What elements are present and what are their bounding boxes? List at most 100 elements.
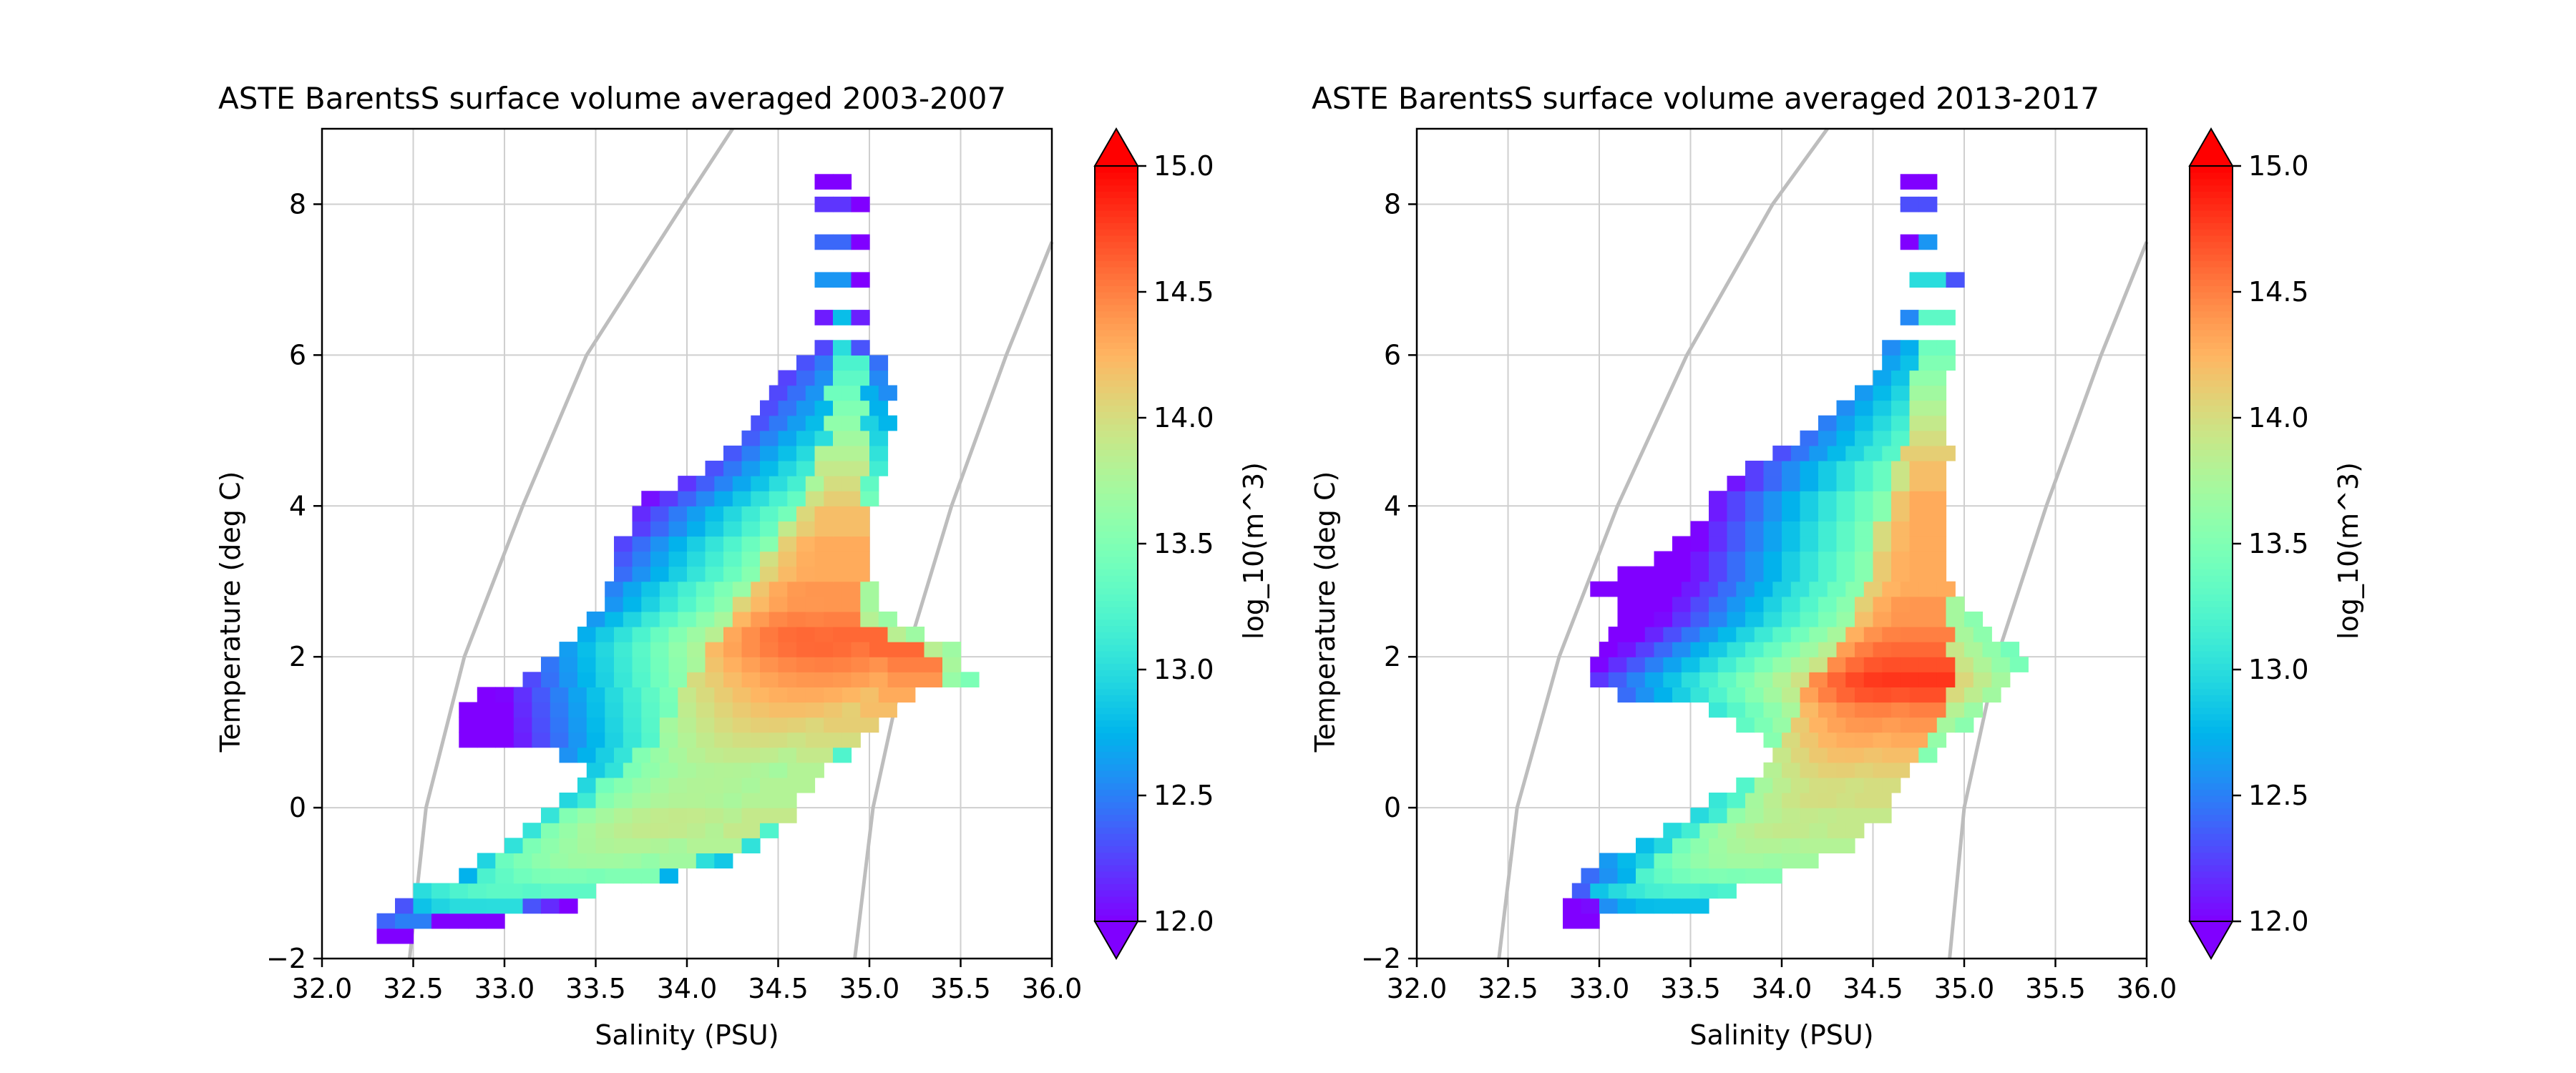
colorbar-band [1095,846,1138,853]
heatmap-cell [1654,566,1673,582]
heatmap-cell [1955,657,1974,672]
heatmap-cell [641,596,660,612]
heatmap-cell [778,657,797,672]
heatmap-cell [1955,672,1974,687]
heatmap-cell [723,521,743,537]
heatmap-cell [714,476,733,491]
heatmap-cell [477,717,496,733]
heatmap-cell [833,672,852,687]
heatmap-cell [595,777,615,793]
heatmap-cell [1754,717,1773,733]
heatmap-cell [1599,868,1619,884]
colorbar-tick-label: 12.0 [1153,906,1214,937]
heatmap-cell [1772,747,1792,763]
heatmap-cell [814,234,834,250]
heatmap-cell [851,355,870,371]
heatmap-cell [632,521,651,537]
heatmap-cell [814,506,834,521]
colorbar-band [1095,185,1138,192]
heatmap-cell [869,642,889,657]
heatmap-cell [687,838,706,853]
colorbar-band [2190,745,2233,753]
colorbar-band [1095,713,1138,721]
heatmap-cell [714,491,733,506]
heatmap-cell [605,762,624,778]
heatmap-cell [824,491,843,506]
heatmap-cell [1690,853,1709,869]
colorbar-band [1095,839,1138,847]
heatmap-cell [1617,642,1636,657]
heatmap-cell [732,611,751,627]
heatmap-cell [796,400,816,416]
heatmap-cell [796,461,816,476]
colorbar-band [2190,229,2233,236]
heatmap-cell [1790,747,1810,763]
heatmap-cell [1563,913,1582,929]
heatmap-cell [814,747,834,763]
heatmap-cell [769,476,788,491]
heatmap-cell [614,642,633,657]
colorbar-band [1095,695,1138,702]
heatmap-cell [459,868,478,884]
colorbar-band [1095,493,1138,501]
colorbar-band [2190,600,2233,607]
heatmap-cell [1891,566,1911,582]
x-tick-label: 32.0 [1387,973,1448,1004]
heatmap-cell [851,566,870,582]
heatmap-cell [1946,596,1965,612]
heatmap-cell [1818,793,1838,808]
heatmap-cell [668,642,688,657]
heatmap-cell [1663,672,1682,687]
colorbar-band [1095,594,1138,601]
heatmap-cell [942,642,962,657]
heatmap-cell [805,596,824,612]
colorbar-tick-label: 12.5 [1153,780,1214,811]
heatmap-cell [1855,702,1874,718]
colorbar-extend-max [2188,127,2234,167]
heatmap-cells [1563,174,2029,929]
heatmap-cell [833,445,852,461]
heatmap-cell [605,596,624,612]
heatmap-cell [841,385,861,401]
heatmap-cell [796,536,816,552]
colorbar-band [2190,203,2233,211]
heatmap-cell [1745,793,1765,808]
colorbar-band [1095,600,1138,607]
heatmap-cell [860,596,879,612]
heatmap-cell [814,627,834,642]
heatmap-cell [778,627,797,642]
colorbar-band [1095,266,1138,274]
colorbar-band [1095,537,1138,544]
heatmap-cell [577,672,597,687]
heatmap-cell [778,506,797,521]
heatmap-cell [495,702,514,718]
heatmap-cell [577,747,597,763]
heatmap-cell [751,581,770,597]
heatmap-cell [1745,642,1765,657]
heatmap-cell [796,672,816,687]
heatmap-cell [723,747,743,763]
heatmap-cell [1672,838,1692,853]
heatmap-cell [769,762,788,778]
heatmap-cell [851,506,870,521]
heatmap-cell [687,793,706,808]
heatmap-cell [1763,732,1782,748]
heatmap-cell [778,521,797,537]
heatmap-cell [1918,174,1938,190]
heatmap-cell [376,913,396,929]
heatmap-cell [668,657,688,672]
heatmap-cell [1727,476,1746,491]
heatmap-cell [732,732,751,748]
heatmap-cell [1654,687,1673,703]
heatmap-cell [522,672,542,687]
heatmap-cell [1818,596,1838,612]
x-axis-label: Salinity (PSU) [1689,1019,1873,1051]
heatmap-cell [824,611,843,627]
heatmap-cell [1644,627,1664,642]
heatmap-cell [659,596,678,612]
heatmap-cell [395,898,414,914]
heatmap-cell [1654,596,1673,612]
heatmap-cell [1818,642,1838,657]
heatmap-cell [1644,672,1664,687]
heatmap-cell [1909,430,1928,446]
